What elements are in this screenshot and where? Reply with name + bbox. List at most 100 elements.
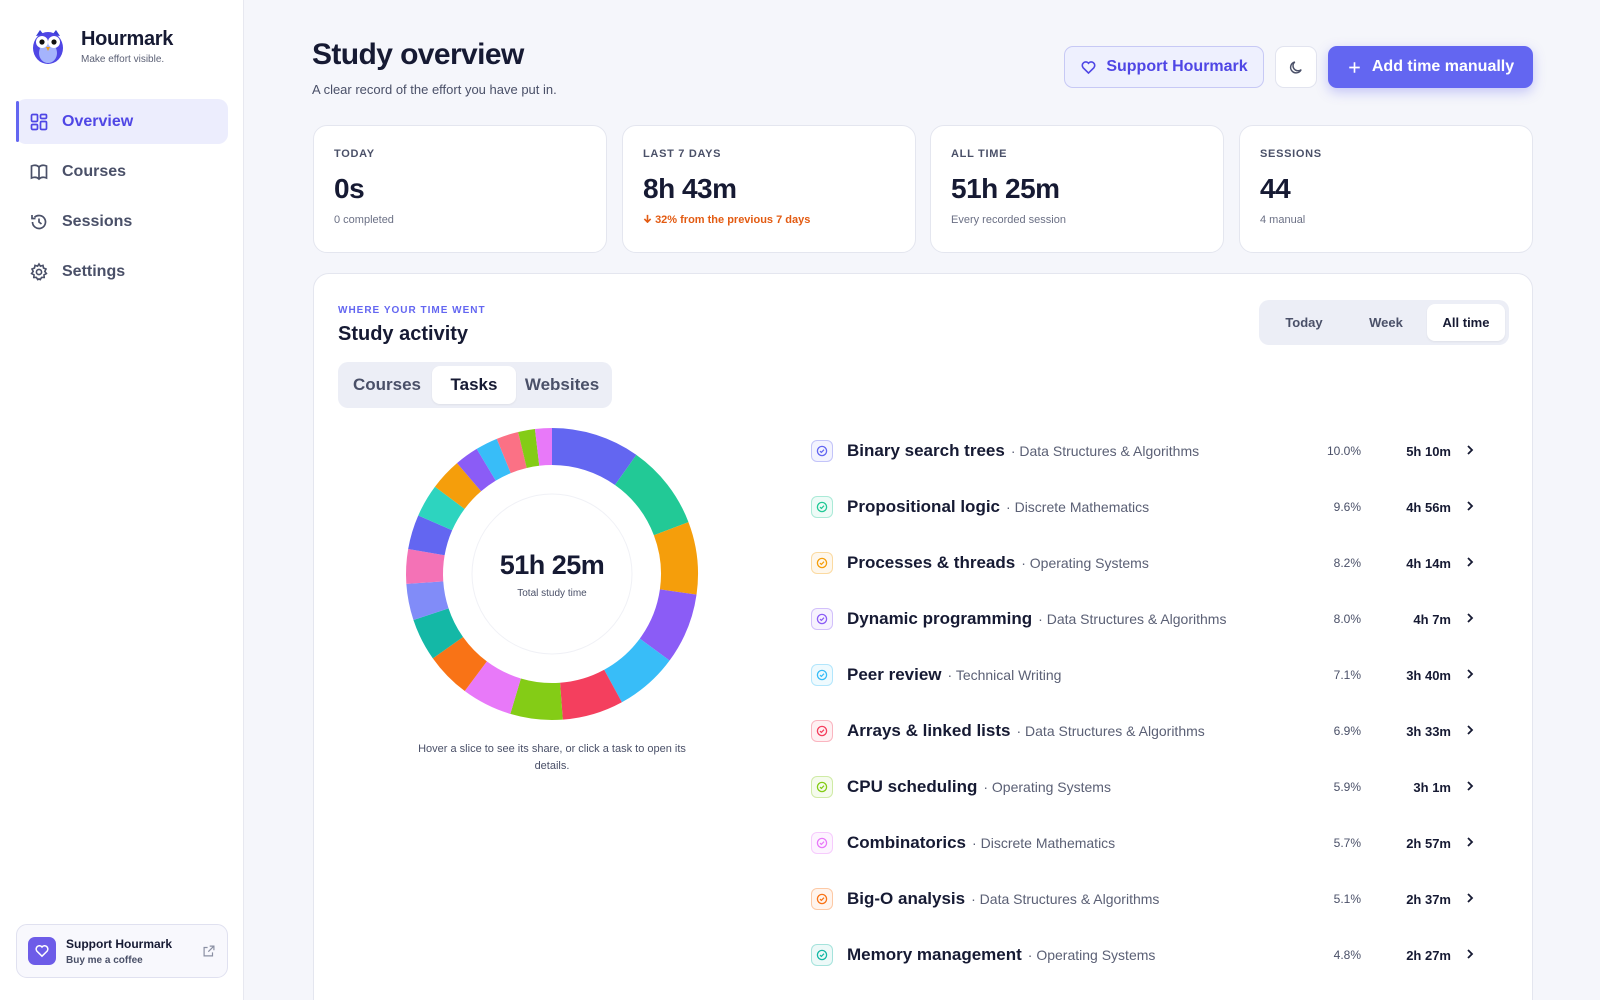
chart-hint: Hover a slice to see its share, or click… — [418, 743, 686, 772]
heart-icon — [28, 937, 56, 965]
sidebar-item-label: Overview — [62, 112, 134, 130]
tab-all-time[interactable]: All time — [1427, 304, 1505, 341]
task-row[interactable]: CPU scheduling · Operating Systems 5.9% 3h … — [811, 759, 1511, 815]
donut-slice[interactable] — [457, 448, 496, 492]
task-row[interactable]: Combinatorics · Discrete Mathematics 5.7% 2… — [811, 815, 1511, 871]
task-percent: 8.2% — [1333, 556, 1361, 570]
task-course: · Data Structures & Algorithms — [971, 891, 1160, 907]
tab-today[interactable]: Today — [1285, 315, 1323, 330]
tab-courses[interactable]: Courses — [352, 375, 422, 394]
check-circle-icon — [811, 720, 833, 742]
tab-websites[interactable]: Websites — [524, 375, 600, 394]
book-icon — [30, 163, 48, 180]
task-row[interactable]: Big-O analysis · Data Structures & Algori… — [811, 871, 1511, 927]
support-button-label: Support Hourmark — [1106, 58, 1248, 75]
chevron-right-icon — [1467, 949, 1474, 959]
stat-value: 51h 25m — [951, 173, 1060, 204]
add-time-label: Add time manually — [1371, 58, 1515, 75]
support-button[interactable]: Support Hourmark — [1064, 46, 1264, 88]
donut-slice[interactable] — [510, 678, 563, 720]
task-name: Arrays & linked lists — [847, 721, 1011, 740]
support-card-subtitle: Buy me a coffee — [66, 954, 143, 966]
theme-toggle-button[interactable] — [1275, 46, 1317, 88]
donut-slice[interactable] — [406, 548, 445, 584]
chevron-right-icon — [1467, 781, 1474, 791]
task-course: · Operating Systems — [983, 779, 1111, 795]
task-percent: 4.8% — [1333, 948, 1361, 962]
donut-slice[interactable] — [476, 438, 511, 481]
stat-value: 0s — [334, 173, 365, 204]
check-circle-icon — [811, 552, 833, 574]
task-duration: 4h 56m — [1406, 499, 1451, 515]
task-course: · Technical Writing — [947, 667, 1062, 683]
check-circle-icon — [811, 664, 833, 686]
task-row[interactable]: Binary search trees · Data Structures & A… — [811, 423, 1511, 479]
chevron-right-icon — [1467, 613, 1474, 623]
task-course-name: Operating Systems — [991, 779, 1111, 795]
stat-sub: 0 completed — [334, 214, 394, 226]
donut-slice[interactable] — [413, 608, 464, 659]
add-time-button[interactable]: Add time manually — [1328, 46, 1533, 88]
chevron-right-icon — [1467, 725, 1474, 735]
donut-slice[interactable] — [408, 515, 453, 556]
task-list: Binary search trees · Data Structures & A… — [811, 423, 1511, 983]
donut-slice[interactable] — [464, 661, 521, 714]
sidebar-item-settings[interactable]: Settings — [16, 249, 228, 294]
brand-tagline: Make effort visible. — [81, 53, 165, 65]
tab-week[interactable]: Week — [1369, 315, 1403, 330]
task-duration: 3h 33m — [1406, 723, 1451, 739]
task-name: Processes & threads — [847, 553, 1016, 572]
donut-slice[interactable] — [653, 522, 698, 595]
sidebar-item-sessions[interactable]: Sessions — [16, 199, 228, 244]
check-circle-icon — [811, 496, 833, 518]
donut-inner-ring — [471, 493, 633, 655]
sidebar-item-overview[interactable]: Overview — [16, 99, 228, 144]
check-circle-icon — [811, 944, 833, 966]
task-duration: 2h 57m — [1406, 835, 1451, 851]
stat-card-sessions: SESSIONS 44 4 manual — [1239, 125, 1533, 253]
stat-label: SESSIONS — [1260, 148, 1322, 160]
task-percent: 5.1% — [1333, 892, 1361, 906]
task-duration: 3h 1m — [1413, 779, 1451, 795]
donut-slice[interactable] — [560, 669, 622, 720]
donut-slice[interactable] — [406, 581, 449, 620]
donut-slice[interactable] — [534, 428, 552, 466]
stat-card-all-time: ALL TIME 51h 25m Every recorded session — [930, 125, 1224, 253]
donut-slice[interactable] — [518, 428, 540, 468]
task-course-name: Discrete Mathematics — [980, 835, 1116, 851]
task-course-name: Operating Systems — [1029, 555, 1149, 571]
gear-icon — [30, 262, 48, 281]
sidebar-item-courses[interactable]: Courses — [16, 149, 228, 194]
task-row[interactable]: Arrays & linked lists · Data Structures &… — [811, 703, 1511, 759]
task-row[interactable]: Processes & threads · Operating Systems 8.… — [811, 535, 1511, 591]
stat-sub: 4 manual — [1260, 214, 1306, 226]
stat-sub: Every recorded session — [951, 214, 1066, 226]
donut-slice[interactable] — [432, 636, 487, 692]
donut-slice[interactable] — [639, 589, 697, 661]
donut-slice[interactable] — [418, 486, 465, 531]
arrow-down-icon — [643, 214, 652, 224]
donut-slice[interactable] — [604, 638, 670, 703]
task-course: · Operating Systems — [1027, 947, 1156, 963]
task-row[interactable]: Propositional logic · Discrete Mathematic… — [811, 479, 1511, 535]
tab-tasks[interactable]: Tasks — [432, 366, 516, 404]
task-row[interactable]: Dynamic programming · Data Structures & A… — [811, 591, 1511, 647]
donut-slice[interactable] — [434, 463, 482, 509]
brand[interactable]: Hourmark Make effort visible. — [28, 26, 173, 66]
task-row[interactable]: Peer review · Technical Writing 7.1% 3h 40m — [811, 647, 1511, 703]
task-course-name: Technical Writing — [955, 667, 1062, 683]
task-name: CPU scheduling — [847, 777, 978, 796]
donut-slice[interactable] — [552, 428, 637, 486]
task-percent: 6.9% — [1333, 724, 1361, 738]
task-duration: 4h 7m — [1413, 611, 1451, 627]
sidebar-item-label: Sessions — [62, 212, 133, 230]
sidebar-item-label: Settings — [62, 262, 126, 280]
donut-slice[interactable] — [496, 431, 527, 474]
task-duration: 2h 37m — [1406, 891, 1451, 907]
moon-icon — [1289, 60, 1302, 74]
stat-card-today: TODAY 0s 0 completed — [313, 125, 607, 253]
task-row[interactable]: Memory management · Operating Systems 4.8%… — [811, 927, 1511, 983]
check-circle-icon — [811, 776, 833, 798]
donut-slice[interactable] — [614, 454, 689, 536]
sidebar-support-card[interactable]: Support Hourmark Buy me a coffee — [16, 924, 228, 978]
